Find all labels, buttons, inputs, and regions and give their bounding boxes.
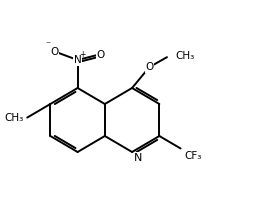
Text: CH₃: CH₃	[4, 113, 23, 123]
Text: O: O	[50, 47, 58, 57]
Text: +: +	[79, 50, 86, 58]
Text: O: O	[145, 62, 153, 72]
Text: CH₃: CH₃	[176, 51, 195, 61]
Text: N: N	[134, 153, 142, 163]
Text: CF₃: CF₃	[184, 151, 202, 162]
Text: O: O	[96, 50, 104, 60]
Text: N: N	[74, 55, 82, 65]
Text: ⁻: ⁻	[45, 40, 51, 50]
